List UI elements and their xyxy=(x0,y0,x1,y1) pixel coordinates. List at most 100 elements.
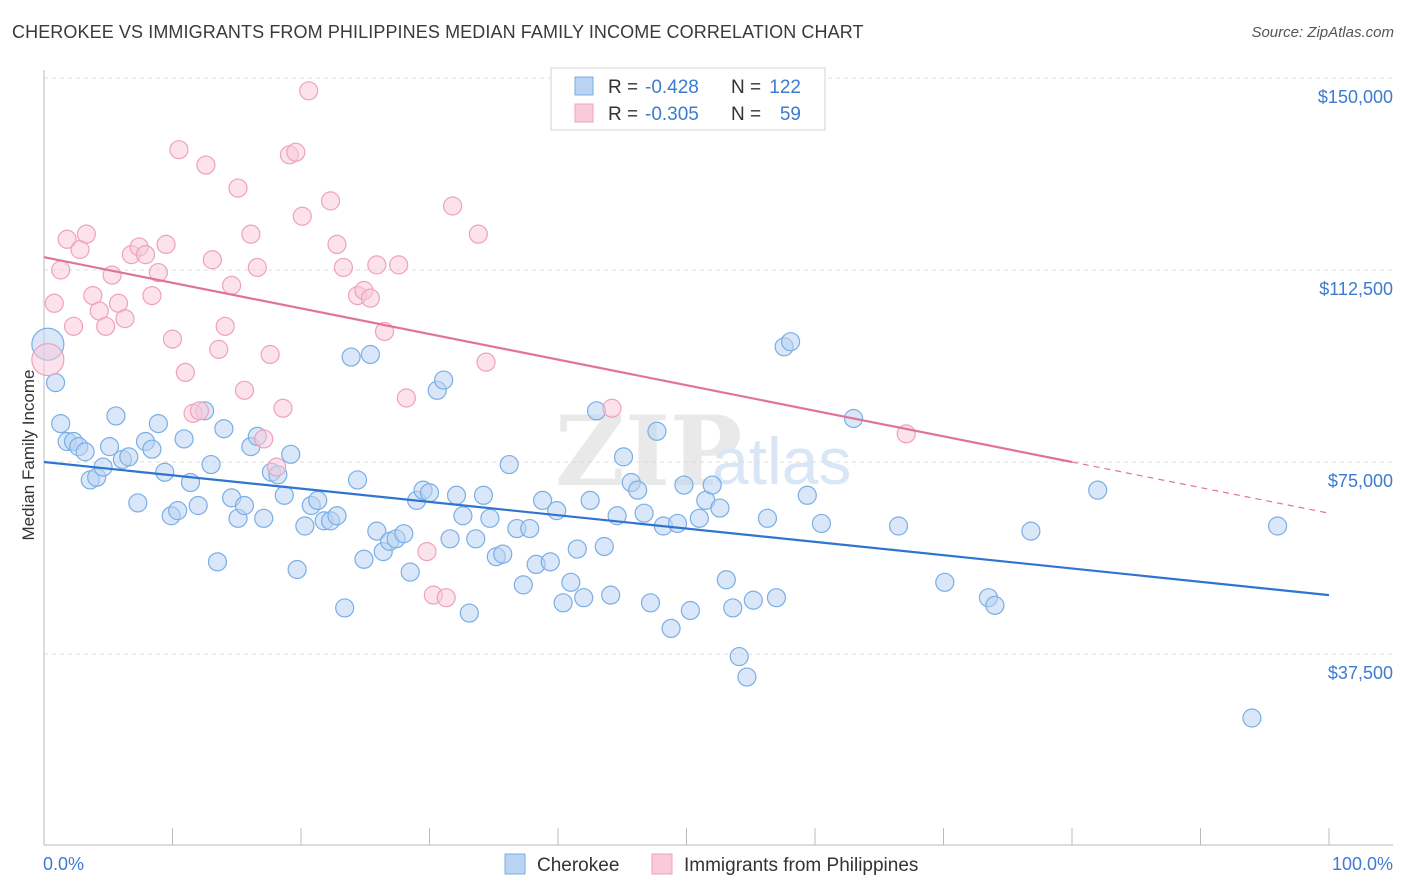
cherokee-point xyxy=(295,516,315,536)
cherokee-point xyxy=(580,490,600,510)
cherokee-point xyxy=(743,590,763,610)
gridlines xyxy=(44,77,1393,655)
cherokee-point xyxy=(106,406,126,426)
philippines-point xyxy=(162,329,183,349)
cherokee-point xyxy=(466,529,486,549)
philippines-point xyxy=(234,380,255,400)
stats-n-value-cherokee: 122 xyxy=(769,77,801,98)
philippines-point xyxy=(241,224,261,244)
y-axis-title: Median Family Income xyxy=(19,369,38,540)
cherokee-point xyxy=(155,462,175,482)
philippines-point xyxy=(189,401,210,421)
philippines-point xyxy=(76,224,97,244)
philippines-point xyxy=(602,398,622,418)
cherokee-point xyxy=(119,447,139,467)
cherokee-point xyxy=(757,508,778,528)
cherokee-point xyxy=(1021,521,1041,541)
cherokee-point xyxy=(446,485,467,505)
cherokee-point xyxy=(207,552,228,572)
cherokee-point xyxy=(274,485,294,505)
philippines-point xyxy=(320,191,341,211)
philippines-point xyxy=(333,257,354,278)
cherokee-point xyxy=(254,508,274,528)
philippines-point xyxy=(209,339,229,359)
philippines-point xyxy=(57,229,77,249)
philippines-point xyxy=(417,541,437,562)
philippines-point xyxy=(63,316,84,336)
source-credit: Source: ZipAtlas.com xyxy=(1251,24,1394,41)
cherokee-point xyxy=(434,370,454,390)
cherokee-point xyxy=(513,575,533,595)
x-tick-label-max: 100.0% xyxy=(1332,854,1393,874)
cherokee-point xyxy=(553,593,573,613)
cherokee-point xyxy=(453,506,473,526)
philippines-point xyxy=(292,206,312,226)
cherokee-point xyxy=(400,562,420,582)
cherokee-point xyxy=(716,570,736,590)
cherokee-point xyxy=(935,572,955,592)
cherokee-point xyxy=(480,508,500,528)
stats-n-label-cherokee: N = xyxy=(731,77,761,98)
cherokee-point xyxy=(287,559,307,580)
stats-swatch-cherokee xyxy=(574,76,594,96)
cherokee-point xyxy=(394,524,414,544)
cherokee-point xyxy=(640,593,661,613)
cherokee-point xyxy=(985,595,1005,615)
cherokee-point xyxy=(128,493,148,513)
cherokee-point xyxy=(674,475,694,495)
stats-r-value-philippines: -0.305 xyxy=(645,104,699,125)
philippines-point xyxy=(266,457,287,477)
cherokee-point xyxy=(493,544,513,564)
cherokee-point xyxy=(174,429,194,449)
cherokee-point xyxy=(780,332,801,352)
cherokee-point xyxy=(308,490,328,510)
stats-r-value-cherokee: -0.428 xyxy=(645,77,699,98)
cherokee-point xyxy=(729,646,749,667)
cherokee-point xyxy=(737,667,757,687)
stats-r-label-cherokee: R = xyxy=(608,77,638,98)
chart-title: CHEROKEE VS IMMIGRANTS FROM PHILIPPINES … xyxy=(12,22,864,42)
philippines-point xyxy=(367,255,387,275)
legend-swatch-philippines xyxy=(651,853,673,875)
philippines-point xyxy=(443,196,463,216)
philippines-point xyxy=(299,81,319,101)
cherokee-point xyxy=(702,475,722,495)
cherokee-point xyxy=(532,490,553,510)
cherokee-point xyxy=(540,552,560,572)
philippines-point xyxy=(222,275,242,295)
cherokee-point xyxy=(281,444,301,464)
cherokee-point xyxy=(811,513,832,534)
cherokee-point xyxy=(766,588,787,608)
philippines-point xyxy=(228,178,248,198)
legend-label-cherokee: Cherokee xyxy=(537,855,619,876)
cherokee-point xyxy=(45,373,66,393)
cherokee-point xyxy=(594,536,614,557)
y-tick-label: $37,500 xyxy=(1328,663,1393,683)
philippines-point xyxy=(396,388,416,408)
cherokee-point xyxy=(201,454,221,475)
cherokee-point xyxy=(75,442,95,462)
cherokee-point xyxy=(142,439,162,459)
philippines-point xyxy=(148,262,168,283)
cherokee-point xyxy=(561,572,581,592)
cherokee-point xyxy=(354,549,374,569)
philippines-trend-line-extension xyxy=(1071,461,1330,514)
cherokee-point xyxy=(710,498,730,518)
philippines-trend-line xyxy=(43,256,1073,464)
cherokee-point xyxy=(888,516,909,536)
y-tick-labels: $37,500 $75,000 $112,500 $150,000 xyxy=(1318,87,1393,683)
philippines-point xyxy=(476,352,496,372)
philippines-point xyxy=(115,309,135,329)
cherokee-point xyxy=(797,485,817,505)
legend-label-philippines: Immigrants from Philippines xyxy=(684,855,918,876)
stats-box-frame xyxy=(550,67,826,131)
philippines-point xyxy=(254,429,274,449)
philippines-point xyxy=(156,234,176,254)
cherokee-point xyxy=(327,506,347,526)
x-axis-ticks xyxy=(172,828,1330,845)
y-tick-label: $112,500 xyxy=(1319,279,1393,299)
cherokee-trend-line xyxy=(43,460,1330,597)
philippines-point xyxy=(360,288,380,308)
cherokee-point xyxy=(214,419,234,439)
